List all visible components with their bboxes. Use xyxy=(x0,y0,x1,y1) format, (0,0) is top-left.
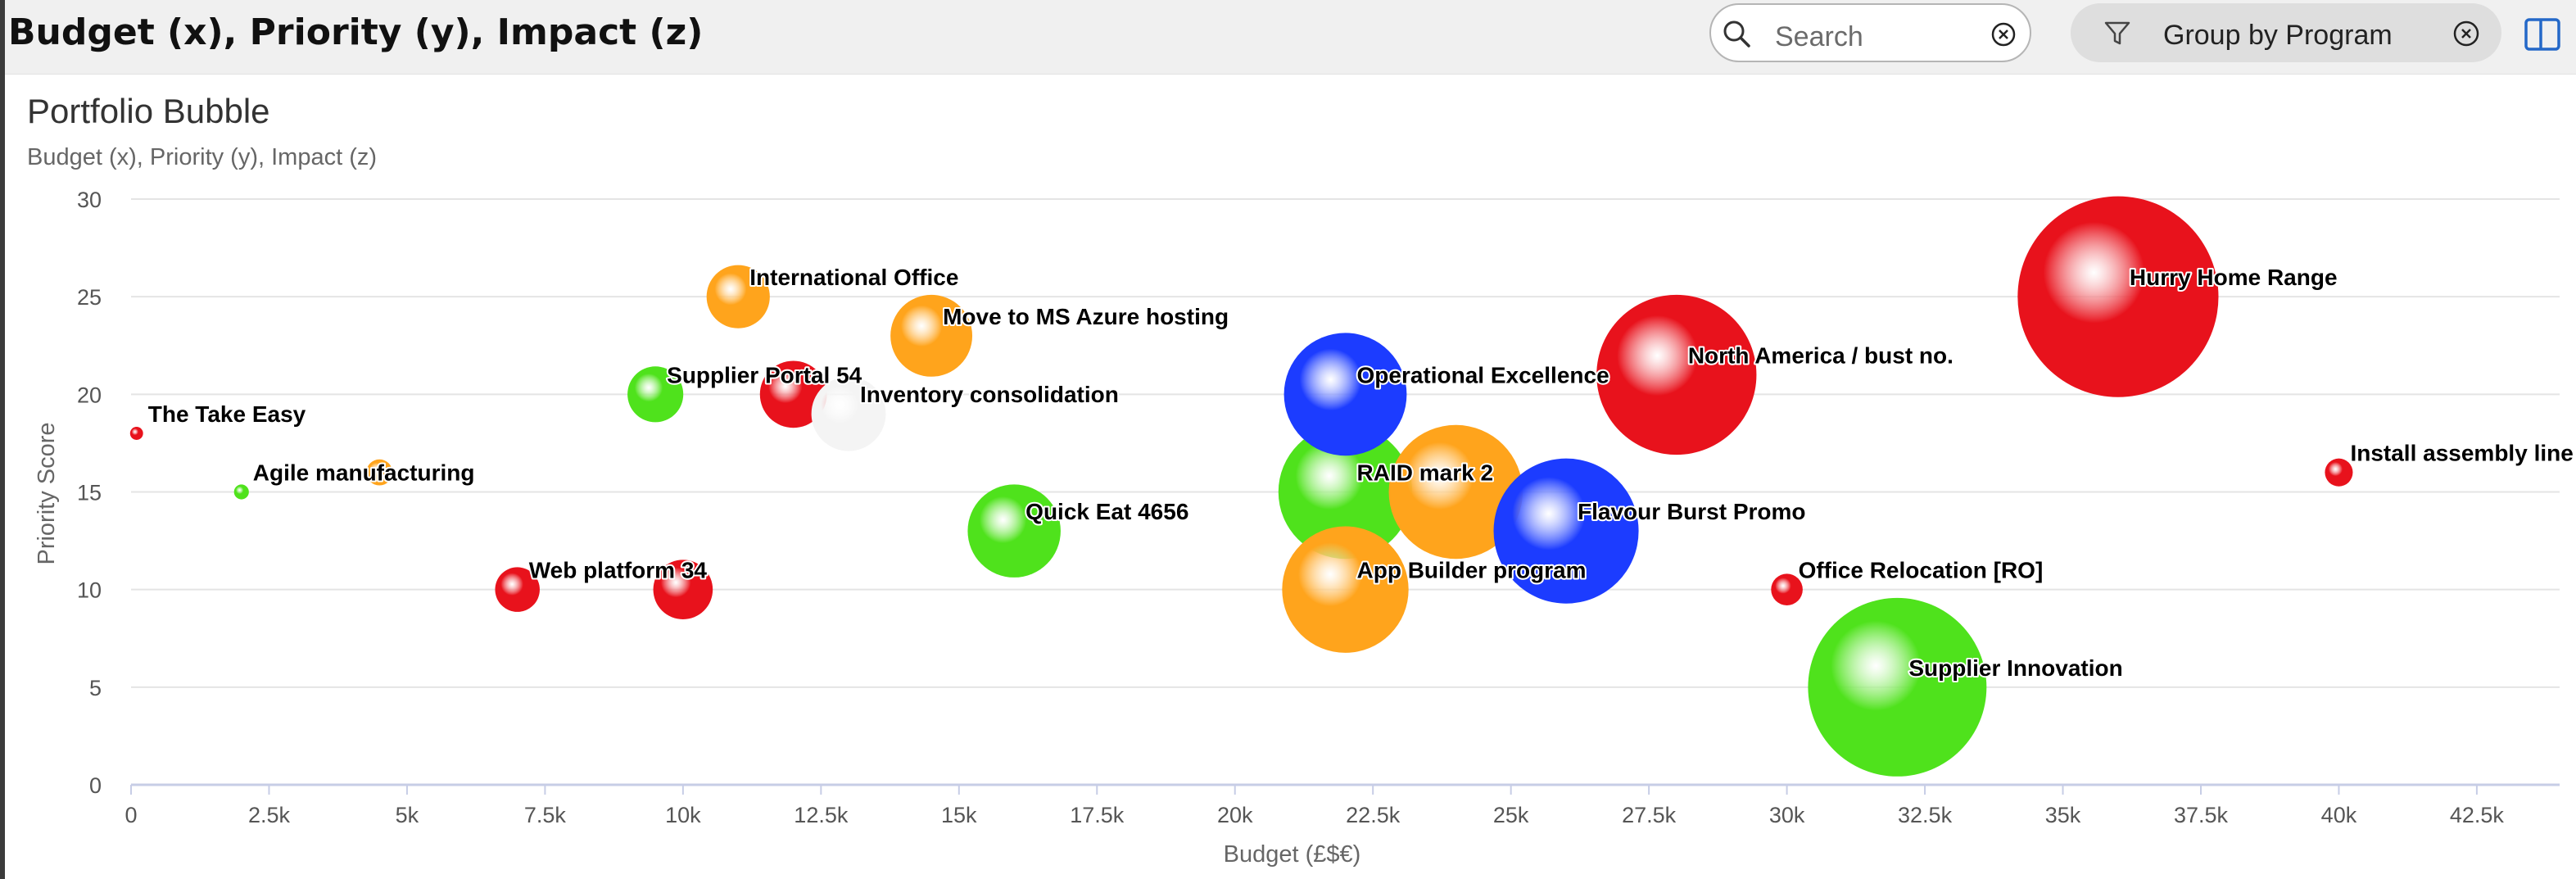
chart-title: Portfolio Bubble xyxy=(27,92,270,130)
y-tick-label: 10 xyxy=(77,578,102,603)
search-clear-icon[interactable] xyxy=(1990,21,2017,48)
x-tick-label: 27.5k xyxy=(1622,803,1677,827)
x-tick-label: 20k xyxy=(1217,803,1253,827)
y-tick-label: 0 xyxy=(89,773,102,798)
group-by-chip[interactable]: Group by Program xyxy=(2071,3,2501,62)
bubble[interactable] xyxy=(759,360,827,428)
bubble-label: The Take Easy xyxy=(148,401,306,427)
bubble[interactable] xyxy=(495,567,540,612)
y-tick-label: 30 xyxy=(77,188,102,212)
left-edge-rule xyxy=(0,0,5,879)
x-tick-label: 25k xyxy=(1493,803,1529,827)
top-toolbar: Budget (x), Priority (y), Impact (z) Sea… xyxy=(5,0,2576,75)
bubble-label: International Office xyxy=(749,265,958,290)
bubble[interactable] xyxy=(1808,597,1987,777)
bubble[interactable] xyxy=(653,560,713,619)
bubble-label: Flavour Burst Promo xyxy=(1578,499,1805,524)
bubble[interactable] xyxy=(890,294,973,377)
bubble-label: App Builder program xyxy=(1357,558,1587,583)
bubble-label: North America / bust no. xyxy=(1688,343,1954,369)
axes: 0 5 10 15 20 25 30 0 2.5k 5k 7.5k 10k 12.5k 15k 17.5k 2… xyxy=(34,188,2504,868)
filter-icon xyxy=(2104,21,2130,45)
bubble-label: Office Relocation [RO] xyxy=(1799,558,2044,583)
x-tick-label: 7.5k xyxy=(524,803,567,827)
bubble-labels: The Take Easy Agile manufacturing Web plat… xyxy=(147,263,2576,682)
bubble[interactable] xyxy=(1282,526,1409,653)
bubble[interactable] xyxy=(967,484,1061,578)
y-tick-label: 5 xyxy=(89,676,102,700)
x-tick-label: 35k xyxy=(2045,803,2081,827)
bubble[interactable] xyxy=(233,484,249,500)
x-tick-label: 2.5k xyxy=(248,803,291,827)
bubble[interactable] xyxy=(2017,196,2219,397)
bubble[interactable] xyxy=(627,366,684,423)
bubble[interactable] xyxy=(811,376,886,451)
bubble[interactable] xyxy=(706,265,770,328)
bubble[interactable] xyxy=(2325,458,2353,487)
bubble[interactable] xyxy=(1596,294,1757,455)
x-tick-label: 40k xyxy=(2321,803,2357,827)
x-tick-label: 22.5k xyxy=(1346,803,1401,827)
x-tick-label: 30k xyxy=(1769,803,1805,827)
search-placeholder: Search xyxy=(1775,21,1863,52)
bubble[interactable] xyxy=(1771,573,1803,605)
bubble[interactable] xyxy=(1283,333,1407,456)
x-axis-title: Budget (£$€) xyxy=(1224,841,1361,868)
bubble-label: RAID mark 2 xyxy=(1357,460,1494,486)
panel-toggle-icon[interactable] xyxy=(2523,15,2562,54)
y-axis-title: Priority Score xyxy=(34,422,60,564)
x-tick-label: 15k xyxy=(941,803,977,827)
bubbles xyxy=(129,196,2353,777)
x-tick-label: 5k xyxy=(396,803,419,827)
bubble[interactable] xyxy=(129,427,143,440)
x-tick-label: 37.5k xyxy=(2174,803,2229,827)
chart-subtitle: Budget (x), Priority (y), Impact (z) xyxy=(27,144,378,170)
bubble-label: Supplier Portal 54 xyxy=(667,362,862,387)
x-tick-label: 0 xyxy=(124,803,137,827)
x-tick-label: 42.5k xyxy=(2450,803,2505,827)
bubble[interactable] xyxy=(1388,424,1523,560)
page-title: Budget (x), Priority (y), Impact (z) xyxy=(8,11,704,53)
bubble-label: Operational Excellence xyxy=(1357,362,1609,387)
y-tick-label: 15 xyxy=(77,481,102,505)
bubble-label: Agile manufacturing xyxy=(253,460,475,486)
x-tick-label: 10k xyxy=(665,803,701,827)
bubble-label: Supplier Innovation xyxy=(1908,655,2122,681)
y-tick-label: 25 xyxy=(77,285,102,310)
search-icon xyxy=(1723,20,1750,48)
x-tick-label: 12.5k xyxy=(794,803,849,827)
group-clear-icon[interactable] xyxy=(2452,20,2480,48)
bubble-label: Web platform 34 xyxy=(529,558,708,583)
bubble-label: Quick Eat 4656 xyxy=(1025,499,1188,524)
bubble-label: Hurry Home Range xyxy=(2130,265,2338,290)
x-tick-label: 17.5k xyxy=(1070,803,1125,827)
bubble[interactable] xyxy=(1278,424,1413,560)
y-tick-label: 20 xyxy=(77,383,102,407)
bubble[interactable] xyxy=(1493,458,1639,604)
bubble-label: Move to MS Azure hosting xyxy=(943,304,1229,329)
bubble-label: Install assembly line [Demo] xyxy=(2350,441,2576,466)
bubble-label: Inventory consolidation xyxy=(860,382,1119,407)
group-by-label: Group by Program xyxy=(2163,20,2393,51)
search-input[interactable]: Search xyxy=(1709,3,2031,62)
x-tick-label: 32.5k xyxy=(1898,803,1953,827)
bubble[interactable] xyxy=(366,459,393,486)
